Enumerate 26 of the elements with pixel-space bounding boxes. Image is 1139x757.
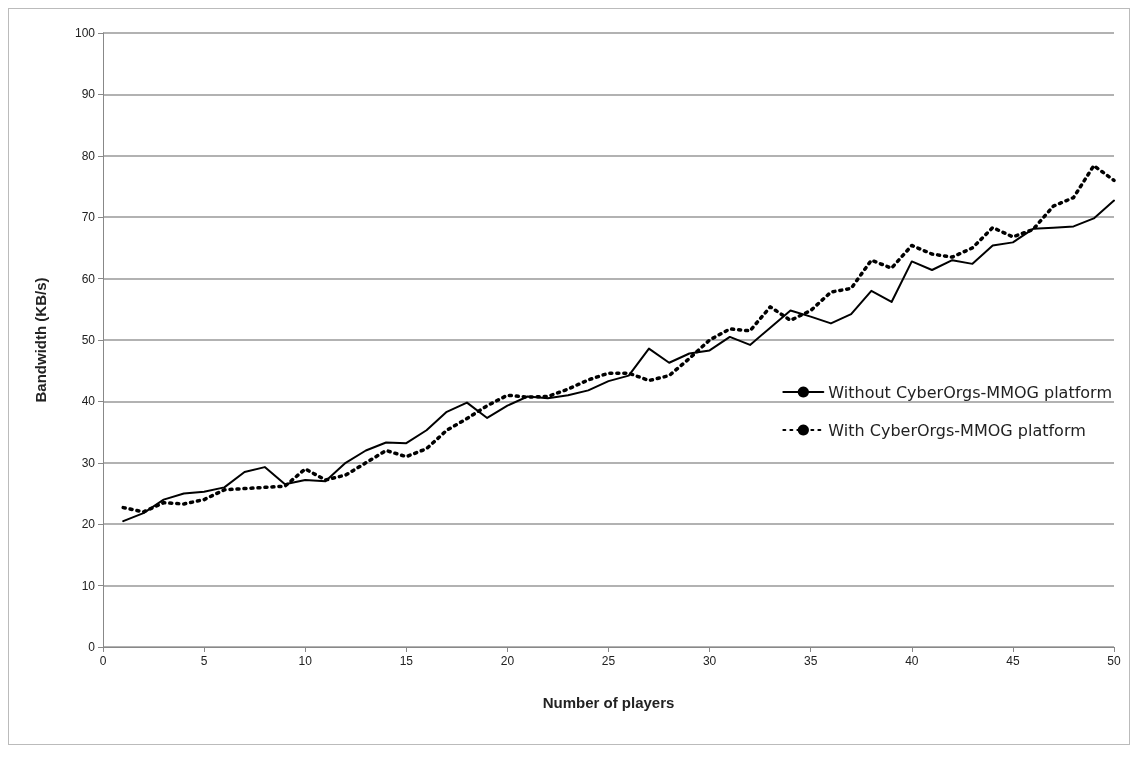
x-tick-label: 10 (298, 654, 313, 668)
y-tick-label: 90 (81, 87, 96, 102)
x-tick-label: 5 (200, 654, 208, 668)
y-tick-label: 30 (81, 455, 96, 470)
legend-label: With CyberOrgs-MMOG platform (828, 420, 1086, 440)
x-tick-label: 15 (399, 654, 414, 668)
x-tick-label: 45 (1006, 654, 1020, 668)
x-tick-label: 0 (99, 654, 107, 668)
y-tick-label: 100 (74, 26, 96, 40)
x-tick-label: 50 (1107, 654, 1121, 668)
y-axis-title: Bandwidth (KB/s) (32, 277, 49, 403)
y-tick-label: 70 (81, 210, 96, 225)
y-tick-label: 20 (81, 517, 96, 532)
y-tick-label: 50 (81, 333, 96, 347)
x-tick-label: 40 (905, 654, 919, 668)
y-tick-label: 10 (81, 578, 96, 593)
x-tick-label: 35 (804, 654, 818, 668)
x-tick-label: 30 (702, 654, 717, 668)
y-tick-label: 80 (81, 148, 96, 163)
y-tick-label: 60 (81, 271, 96, 286)
x-tick-label: 25 (601, 654, 616, 668)
legend-label: Without CyberOrgs-MMOG platform (828, 382, 1113, 402)
x-tick-label: 20 (500, 654, 515, 668)
x-axis-title: Number of players (542, 694, 675, 711)
y-tick-label: 0 (88, 640, 96, 654)
y-tick-label: 40 (81, 394, 96, 409)
